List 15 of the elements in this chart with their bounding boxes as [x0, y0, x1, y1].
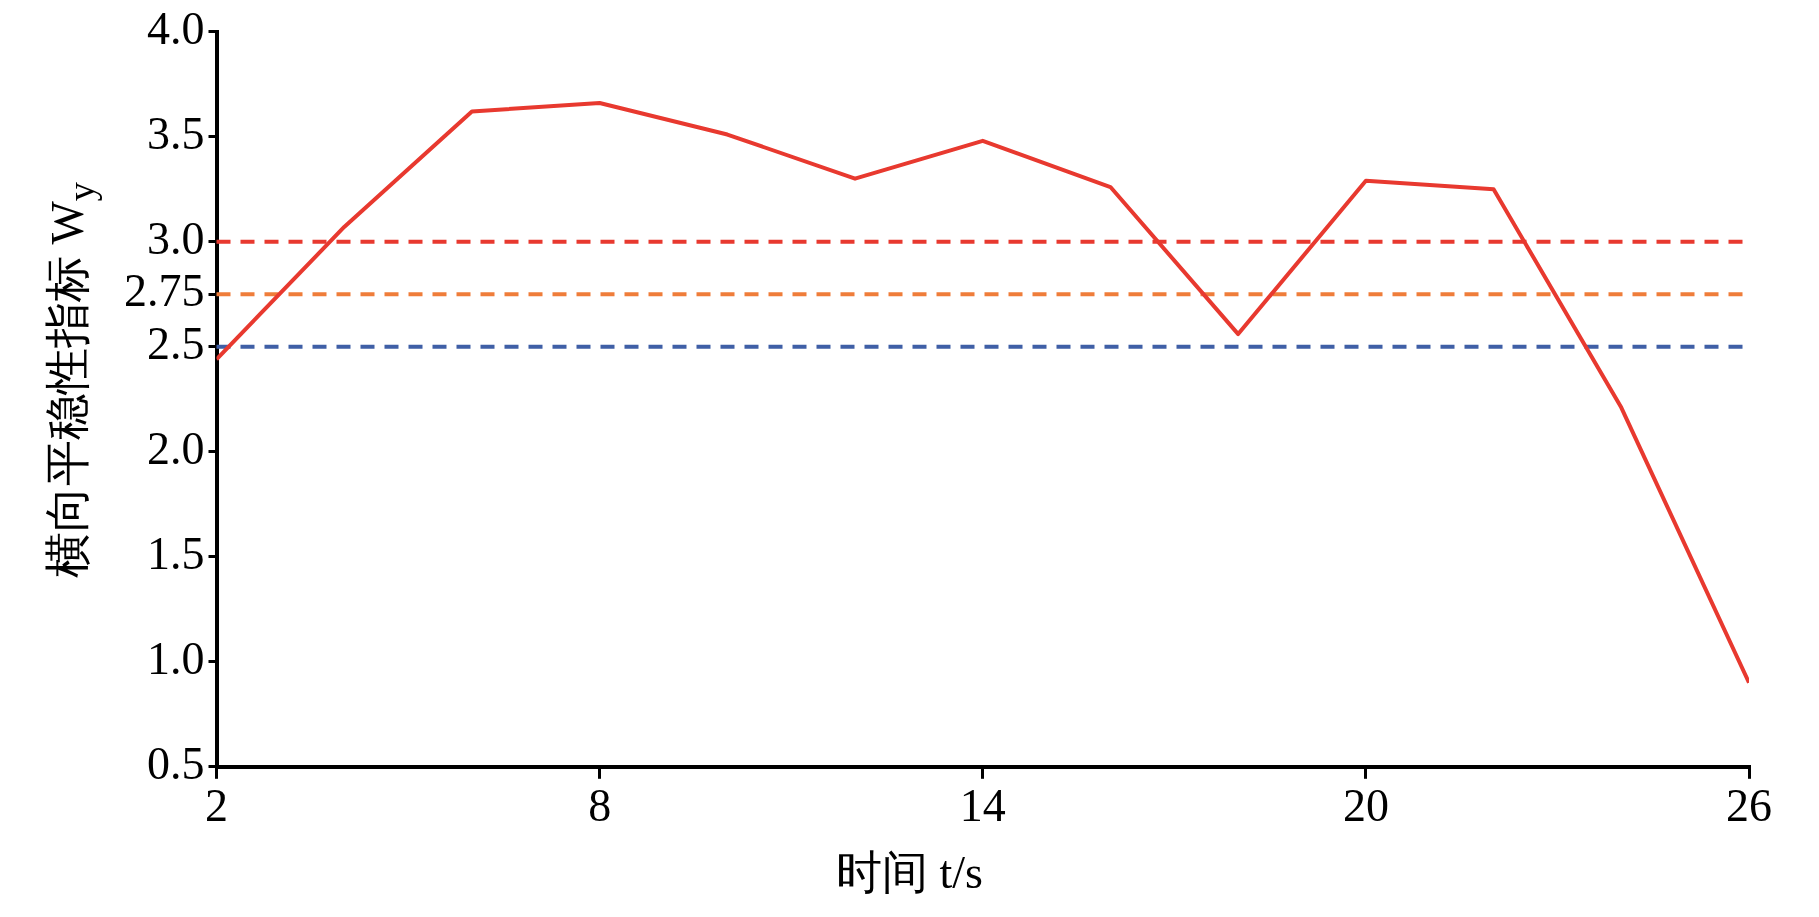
y-tick-label: 2.0 [147, 422, 205, 474]
x-tick-label: 2 [205, 780, 228, 832]
y-tick-label: 0.5 [147, 737, 205, 789]
y-tick-label: 4.0 [147, 2, 205, 54]
y-tick-label: 2.5 [147, 317, 205, 369]
y-tick-label: 1.5 [147, 527, 205, 579]
x-tick-label: 8 [588, 780, 612, 832]
x-tick-label: 14 [959, 780, 1006, 832]
y-tick-label: 1.0 [147, 632, 205, 684]
x-tick-label: 26 [1726, 780, 1772, 832]
y-tick-label: 3.0 [147, 212, 205, 264]
x-axis-title: 时间 t/s [835, 846, 984, 900]
y-tick-label: 3.5 [147, 107, 205, 159]
y-tick-label: 2.75 [124, 265, 205, 317]
x-tick-label: 20 [1342, 780, 1389, 832]
